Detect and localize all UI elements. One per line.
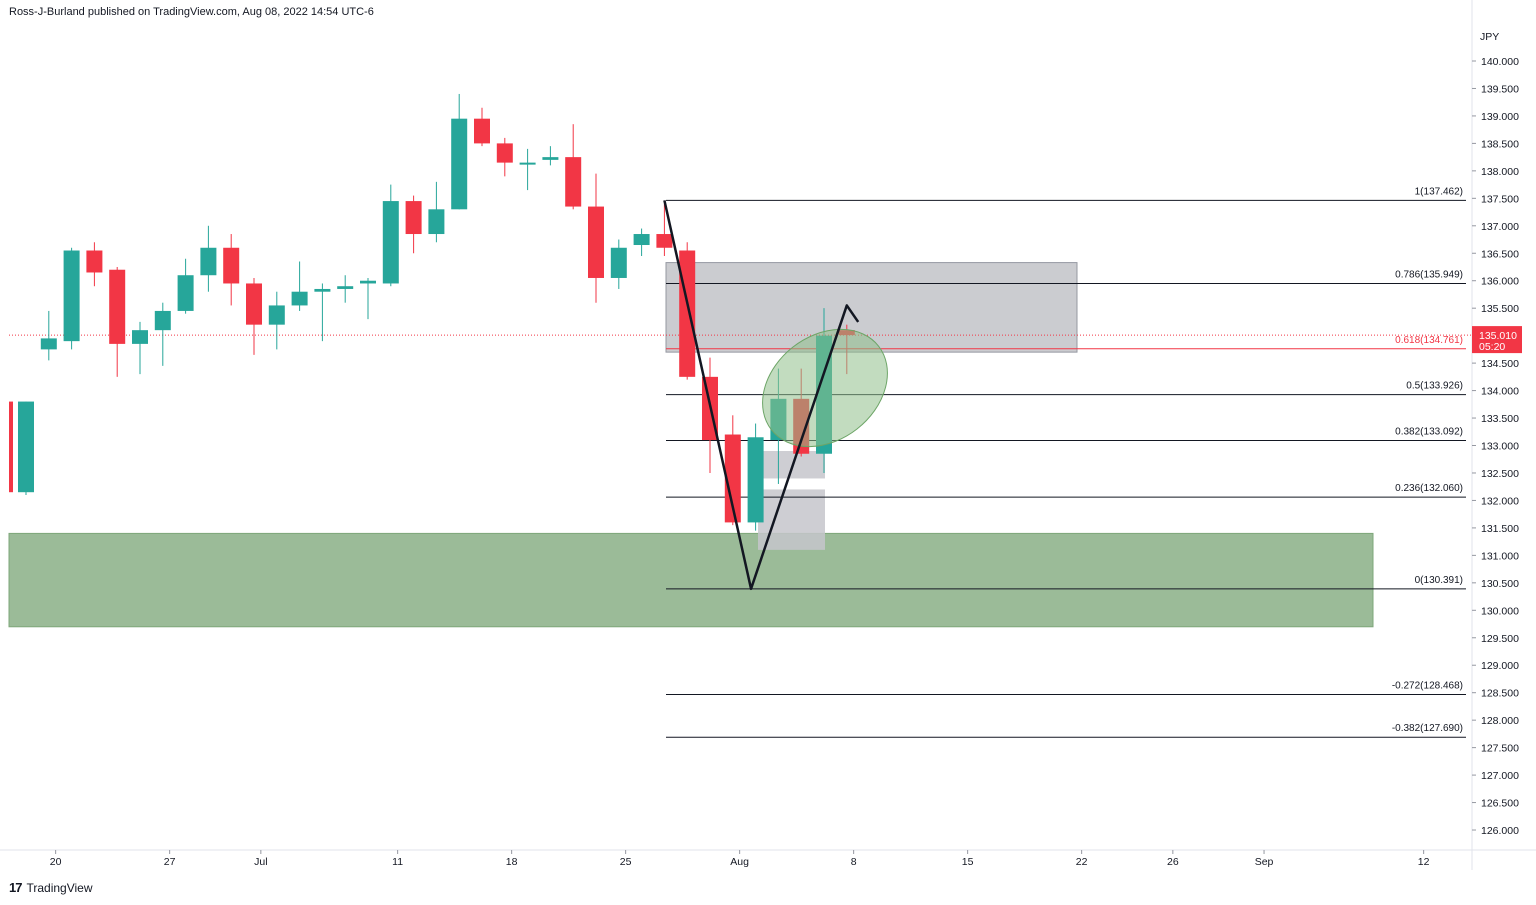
x-tick-label-9: 22	[1076, 856, 1088, 868]
candle-body-7	[177, 275, 194, 311]
candle-body-8	[200, 247, 217, 276]
y-tick-label-12: 132.000	[1481, 495, 1519, 507]
highlight-ellipse	[762, 328, 888, 448]
candle-body-22	[519, 162, 536, 165]
candle-body-0	[18, 401, 34, 493]
gap-box-upper	[758, 451, 825, 479]
candle-body-31	[724, 434, 741, 523]
candle-body-21	[496, 143, 513, 163]
supply-zone	[665, 262, 1078, 353]
y-tick-label-19: 135.500	[1481, 303, 1519, 315]
candle-body-12	[291, 291, 308, 306]
fib-label-8: -0.382(127.690)	[1392, 723, 1463, 734]
y-tick-label-28: 140.000	[1481, 56, 1519, 68]
x-tick-label-11: Sep	[1255, 856, 1274, 868]
x-tick-label-12: 12	[1418, 856, 1430, 868]
candle-body-16	[382, 201, 399, 284]
candle-body-27	[633, 234, 650, 246]
y-tick-label-6: 129.000	[1481, 660, 1519, 672]
y-tick-label-21: 136.500	[1481, 248, 1519, 260]
candle-body-25	[588, 206, 604, 278]
candle-body-11	[268, 305, 285, 325]
partial-candle	[9, 401, 13, 493]
y-tick-label-9: 130.500	[1481, 578, 1519, 590]
candle-body-18	[428, 209, 445, 235]
candle-body-15	[360, 280, 376, 284]
publisher-line: Ross-J-Burland published on TradingView.…	[9, 6, 374, 18]
x-tick-label-6: Aug	[730, 856, 749, 868]
demand-zone	[8, 532, 1374, 628]
fib-label-6: 0(130.391)	[1415, 575, 1463, 586]
candle-body-1	[40, 338, 57, 350]
x-tick-label-3: 11	[392, 856, 403, 868]
y-tick-label-23: 137.500	[1481, 193, 1519, 205]
candle-body-19	[451, 118, 468, 210]
candle-body-32	[747, 437, 764, 523]
candle-body-14	[337, 286, 354, 289]
tradingview-brand[interactable]: 17 TradingView	[9, 880, 93, 895]
y-tick-label-24: 138.000	[1481, 166, 1519, 178]
last-price-countdown: 05:20	[1479, 341, 1505, 353]
y-tick-label-27: 139.500	[1481, 83, 1519, 95]
y-tick-label-7: 129.500	[1481, 633, 1519, 645]
brand-text: TradingView	[26, 880, 93, 895]
last-price-badge	[1472, 326, 1522, 354]
tradingview-logo-icon: 17	[9, 880, 23, 895]
x-tick-label-7: 8	[851, 856, 857, 868]
candle-body-4	[109, 269, 126, 344]
fib-label-4: 0.382(133.092)	[1395, 426, 1463, 437]
y-tick-label-2: 127.000	[1481, 770, 1519, 782]
y-tick-label-11: 131.500	[1481, 523, 1519, 535]
candle-body-23	[542, 157, 559, 160]
y-tick-label-17: 134.500	[1481, 358, 1519, 370]
fib-label-2: 0.618(134.761)	[1395, 335, 1463, 346]
y-tick-label-0: 126.000	[1481, 825, 1519, 837]
candle-body-26	[610, 247, 627, 278]
fib-label-7: -0.272(128.468)	[1392, 680, 1463, 691]
gap-box-lower	[758, 489, 825, 550]
candle-body-29	[679, 250, 696, 377]
candle-body-2	[63, 250, 80, 342]
fib-label-0: 1(137.462)	[1415, 186, 1463, 197]
x-tick-label-8: 15	[962, 856, 974, 868]
y-tick-label-20: 136.000	[1481, 276, 1519, 288]
currency-label: JPY	[1480, 31, 1499, 43]
candle-body-20	[474, 118, 490, 144]
y-tick-label-3: 127.500	[1481, 743, 1519, 755]
candle-body-6	[154, 310, 171, 331]
candle-body-17	[405, 201, 422, 235]
x-tick-label-10: 26	[1167, 856, 1179, 868]
x-tick-label-5: 25	[620, 856, 632, 868]
y-tick-label-8: 130.000	[1481, 605, 1519, 617]
y-tick-label-4: 128.000	[1481, 715, 1519, 727]
fib-label-1: 0.786(135.949)	[1395, 270, 1463, 281]
candle-body-24	[565, 157, 582, 207]
y-tick-label-5: 128.500	[1481, 688, 1519, 700]
fib-label-3: 0.5(133.926)	[1406, 381, 1463, 392]
candle-body-28	[656, 234, 673, 248]
candle-body-3	[86, 250, 103, 273]
x-tick-label-0: 20	[50, 856, 62, 868]
y-tick-label-15: 133.500	[1481, 413, 1519, 425]
x-tick-label-4: 18	[506, 856, 518, 868]
fib-label-5: 0.236(132.060)	[1395, 483, 1463, 494]
y-tick-label-1: 126.500	[1481, 798, 1519, 810]
y-tick-label-26: 139.000	[1481, 111, 1519, 123]
y-tick-label-13: 132.500	[1481, 468, 1519, 480]
candle-body-9	[223, 247, 240, 284]
y-tick-label-22: 137.000	[1481, 221, 1519, 233]
y-tick-label-10: 131.000	[1481, 550, 1519, 562]
candle-body-5	[132, 330, 148, 344]
x-tick-label-1: 27	[164, 856, 176, 868]
candle-body-13	[314, 288, 331, 292]
candle-body-10	[246, 283, 262, 325]
y-tick-label-25: 138.500	[1481, 138, 1519, 150]
y-tick-label-16: 134.000	[1481, 386, 1519, 398]
last-price-value: 135.010	[1479, 330, 1517, 342]
v-pattern-path	[663, 200, 860, 591]
x-tick-label-2: Jul	[254, 856, 267, 868]
y-tick-label-14: 133.000	[1481, 441, 1519, 453]
